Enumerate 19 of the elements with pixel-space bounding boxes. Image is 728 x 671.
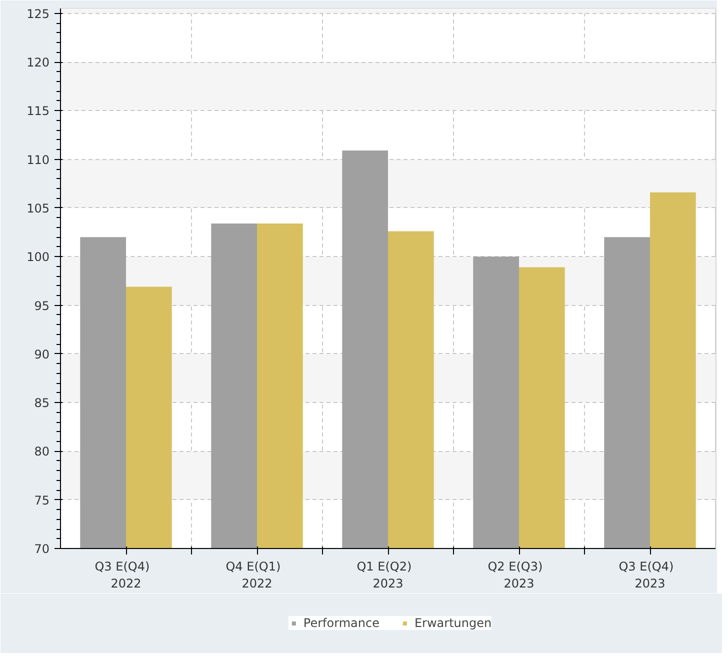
x-tick-label: Q4 E(Q1) 2022 bbox=[226, 560, 281, 590]
y-tick-label: 100 bbox=[26, 250, 50, 264]
y-tick-label: 70 bbox=[34, 542, 50, 556]
legend-label: Erwartungen bbox=[414, 616, 492, 630]
y-tick-label: 120 bbox=[26, 56, 50, 70]
y-tick-label: 95 bbox=[34, 298, 50, 313]
y-tick-label: 85 bbox=[34, 396, 50, 410]
y-tick-label: 125 bbox=[26, 6, 50, 21]
y-tick-label: 110 bbox=[26, 152, 50, 167]
legend-label: Performance bbox=[303, 616, 380, 630]
y-tick-label: 90 bbox=[34, 347, 50, 362]
y-tick-label: 105 bbox=[26, 201, 50, 216]
y-tick-label: 115 bbox=[26, 104, 50, 118]
x-tick-label: Q1 E(Q2) 2023 bbox=[356, 560, 412, 590]
x-tick-label: Q3 E(Q4) 2023 bbox=[618, 560, 674, 590]
x-tick-label: Q2 E(Q3) 2023 bbox=[488, 560, 543, 590]
y-tick-label: 75 bbox=[34, 493, 50, 508]
x-tick-label: Q3 E(Q4) 2022 bbox=[94, 560, 150, 590]
y-tick-label: 80 bbox=[34, 444, 50, 459]
